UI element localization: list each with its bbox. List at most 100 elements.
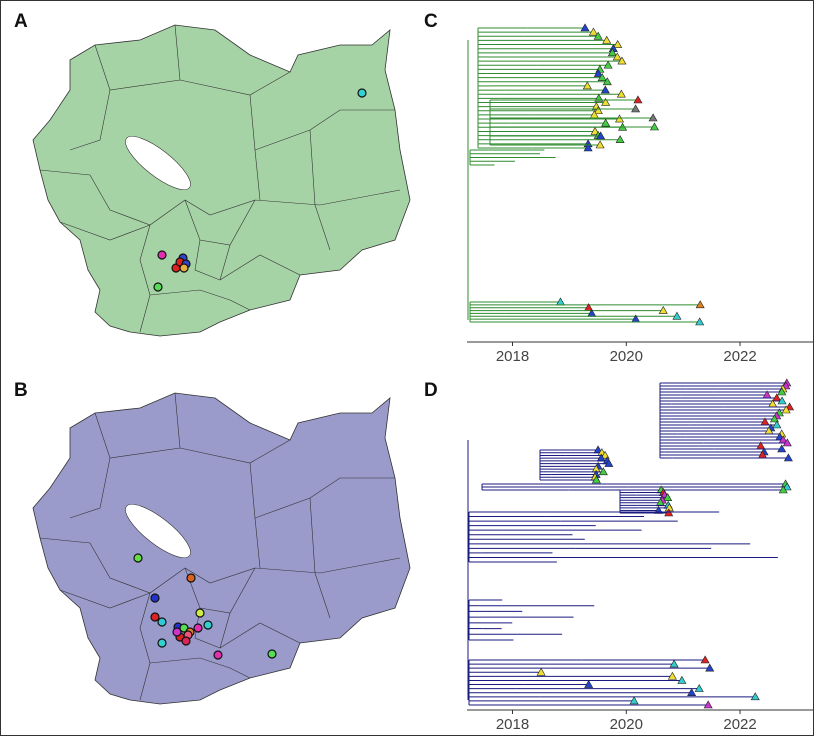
tip-marker bbox=[596, 131, 606, 140]
tip-marker bbox=[703, 700, 713, 709]
tip-marker bbox=[604, 459, 614, 467]
panel-label: D bbox=[424, 380, 438, 401]
province-border bbox=[219, 254, 301, 281]
province-border bbox=[139, 592, 151, 701]
province-border bbox=[69, 89, 111, 151]
tip-marker bbox=[584, 679, 594, 688]
tip-marker bbox=[593, 106, 603, 115]
tip-marker bbox=[615, 114, 625, 123]
x-tick-label: 2022 bbox=[723, 348, 756, 365]
tip-marker bbox=[613, 39, 623, 48]
site-dot bbox=[193, 623, 203, 633]
province-border bbox=[184, 567, 256, 614]
province-border bbox=[59, 589, 151, 609]
tip-marker bbox=[602, 77, 612, 86]
tip-marker bbox=[694, 684, 704, 692]
tip-marker bbox=[777, 396, 787, 405]
tip-marker bbox=[649, 122, 659, 131]
x-tick-label: 2022 bbox=[723, 716, 756, 733]
panel-label: B bbox=[14, 380, 28, 401]
tip-marker bbox=[705, 663, 715, 672]
tip-marker bbox=[772, 420, 782, 429]
tip-marker bbox=[617, 56, 627, 65]
tip-marker bbox=[782, 482, 792, 491]
tip-marker bbox=[672, 311, 682, 320]
tip-marker bbox=[593, 31, 603, 40]
x-tick-label: 2020 bbox=[610, 348, 643, 365]
tip-marker bbox=[769, 414, 779, 423]
x-tick-label: 2020 bbox=[610, 716, 643, 733]
site-dot bbox=[157, 638, 167, 648]
tip-marker bbox=[783, 453, 793, 462]
province-border bbox=[69, 457, 111, 519]
tip-marker bbox=[593, 68, 603, 77]
site-dot bbox=[153, 282, 163, 292]
site-dot bbox=[203, 620, 213, 630]
tip-marker bbox=[669, 659, 679, 668]
site-dot bbox=[150, 612, 160, 622]
tip-marker bbox=[536, 667, 546, 676]
tip-marker bbox=[629, 696, 639, 705]
tip-marker bbox=[695, 300, 705, 309]
country-shape bbox=[32, 24, 411, 337]
tip-marker bbox=[603, 60, 613, 69]
province-border bbox=[194, 239, 231, 281]
province-border bbox=[309, 497, 331, 619]
province-border bbox=[139, 224, 151, 333]
site-dot bbox=[357, 88, 367, 98]
lake bbox=[125, 504, 191, 558]
site-dot bbox=[179, 263, 189, 273]
x-tick-label: 2018 bbox=[496, 716, 529, 733]
tip-marker bbox=[583, 143, 593, 152]
tip-marker bbox=[601, 118, 611, 127]
site-dot bbox=[157, 250, 167, 260]
tip-marker bbox=[588, 27, 598, 36]
tip-marker bbox=[667, 671, 677, 680]
province-border bbox=[254, 149, 261, 201]
province-border bbox=[184, 199, 256, 246]
tip-marker bbox=[597, 73, 607, 81]
lake bbox=[125, 136, 191, 190]
tip-marker bbox=[601, 97, 611, 106]
site-dot bbox=[181, 636, 191, 646]
site-dot bbox=[213, 650, 223, 660]
tip-marker bbox=[777, 444, 787, 453]
tip-marker bbox=[782, 438, 792, 447]
tip-marker bbox=[677, 675, 687, 684]
site-dot bbox=[133, 553, 143, 563]
tip-marker bbox=[781, 405, 791, 414]
tip-marker bbox=[777, 387, 787, 396]
tip-marker bbox=[580, 23, 590, 32]
province-border bbox=[194, 607, 231, 649]
site-dot bbox=[186, 573, 196, 583]
tip-marker bbox=[595, 140, 605, 149]
tip-marker bbox=[612, 52, 622, 61]
tip-marker bbox=[591, 475, 601, 484]
province-border bbox=[219, 622, 301, 649]
province-border bbox=[149, 657, 251, 679]
site-dot bbox=[172, 627, 182, 637]
tip-marker bbox=[663, 493, 673, 501]
tip-marker bbox=[600, 85, 610, 94]
province-border bbox=[59, 221, 151, 241]
tip-marker bbox=[590, 126, 600, 135]
panel-label: A bbox=[14, 11, 28, 32]
tip-marker bbox=[616, 89, 626, 98]
x-tick-label: 2018 bbox=[496, 348, 529, 365]
tip-marker bbox=[633, 95, 643, 104]
province-border bbox=[254, 517, 261, 569]
tip-marker bbox=[658, 305, 668, 314]
province-border bbox=[94, 24, 181, 91]
province-border bbox=[149, 289, 251, 311]
tip-marker bbox=[582, 81, 592, 90]
tip-marker bbox=[700, 655, 710, 664]
tip-marker bbox=[607, 48, 617, 57]
tip-marker bbox=[648, 113, 658, 122]
tip-marker bbox=[778, 485, 788, 494]
site-dot bbox=[195, 608, 205, 618]
province-border bbox=[94, 392, 181, 459]
tip-marker bbox=[750, 692, 760, 701]
tip-marker bbox=[687, 688, 697, 697]
site-dot bbox=[150, 593, 160, 603]
